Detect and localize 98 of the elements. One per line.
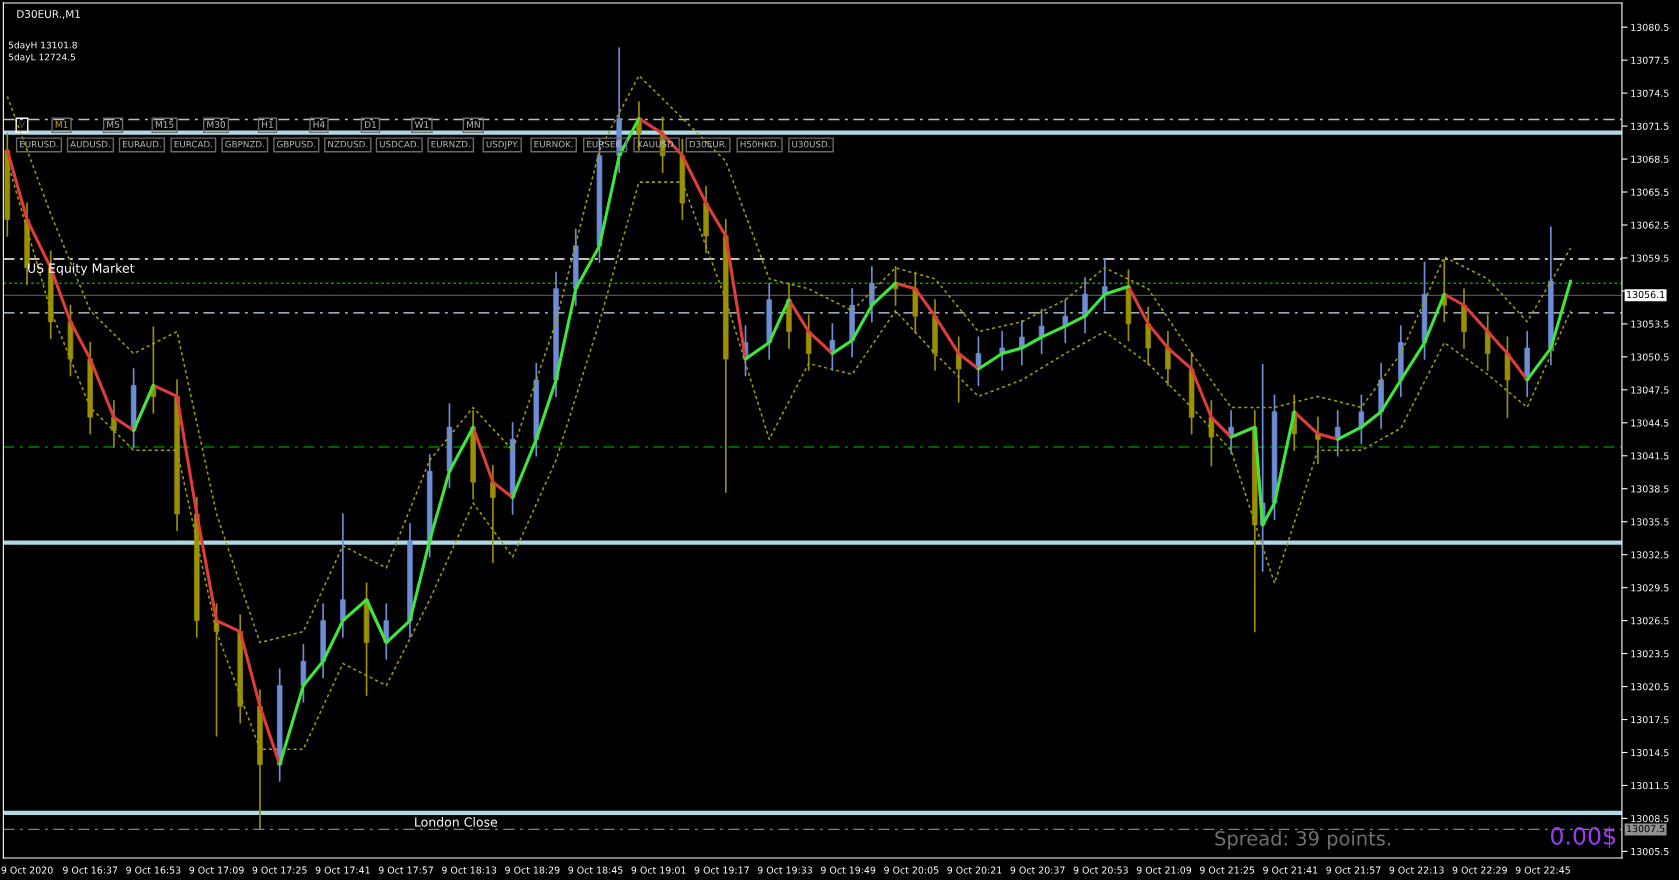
candlestick: [999, 330, 1005, 371]
y-tick-label: 13071.5: [1631, 122, 1669, 130]
annotation: D1: [364, 121, 376, 128]
annotation: EURNZD.: [431, 140, 470, 148]
annotation: 5dayL 12724.5: [8, 53, 76, 63]
candlestick: [1038, 308, 1045, 355]
annotation: EURCAD.: [174, 140, 213, 148]
annotation: EURUSD.: [20, 140, 58, 148]
candlestick: [869, 265, 875, 323]
x-tick-label: 9 Oct 20:05: [884, 866, 939, 874]
y-tick-label: 13059.5: [1631, 254, 1669, 262]
annotation: USDJPY.: [486, 140, 518, 150]
y-tick-label: 13014.5: [1631, 749, 1669, 757]
y-tick-label: 13026.5: [1631, 617, 1669, 625]
x-tick-label: 9 Oct 21:25: [1199, 866, 1255, 874]
candlestick: [955, 336, 962, 403]
candlestick: [1082, 276, 1088, 334]
annotation: H50HKD.: [740, 140, 779, 148]
annotation: GBPUSD.: [277, 140, 316, 148]
x-tick-label: 9 Oct 22:13: [1389, 866, 1444, 874]
y-tick-label: 13032.5: [1631, 551, 1669, 559]
candlestick: [1165, 330, 1171, 387]
y-tick-label: 13065.5: [1631, 188, 1669, 196]
y-tick-label: 13029.5: [1631, 584, 1669, 592]
annotation: H4: [313, 121, 325, 128]
annotation: H1: [262, 121, 273, 128]
x-tick-label: 9 Oct 18:13: [442, 866, 497, 874]
annotation: M30: [207, 121, 226, 128]
text: D30EUR.,M1: [17, 10, 80, 19]
annotation: USDCAD.: [379, 140, 419, 148]
annotation: GBPNZD.: [225, 140, 264, 148]
y-tick-label: 13017.5: [1631, 716, 1669, 724]
y-tick-label: 13005.5: [1631, 847, 1669, 856]
annotation: London Close: [415, 817, 498, 827]
annotation: MN: [467, 121, 480, 128]
annotation: U30USD.: [792, 140, 830, 148]
annotation: AUDUSD.: [70, 140, 110, 148]
line-series: [6, 74, 1572, 644]
x-tick-label: 9 Oct 18:29: [505, 866, 560, 874]
y-tick-label: 13038.5: [1631, 485, 1669, 493]
x-tick-label: 9 Oct 19:49: [820, 866, 876, 874]
y-tick-label: 13020.5: [1631, 683, 1669, 691]
y-tick-label: 13008.5: [1631, 815, 1669, 823]
annotation: EURAUD.: [122, 140, 161, 148]
x-tick-label: 9 Oct 19:01: [631, 866, 686, 874]
y-tick-label: 13080.5: [1631, 23, 1669, 31]
x-tick-label: 9 Oct 16:37: [63, 866, 118, 874]
x-tick-label: 9 Oct 2020: [1, 866, 53, 874]
candlestick: [1484, 314, 1491, 371]
x-tick-label: 9 Oct 21:09: [1136, 866, 1192, 874]
candlestick: [975, 336, 982, 387]
candlestick: [1358, 394, 1365, 445]
annotation: 0.00$: [1551, 826, 1616, 849]
x-tick-label: 9 Oct 21:41: [1263, 866, 1318, 874]
y-tick-label: 13023.5: [1631, 650, 1669, 658]
x-tick-label: 9 Oct 22:45: [1515, 866, 1570, 874]
ref-line-label: 13007.5: [1627, 825, 1665, 833]
x-tick-label: 9 Oct 17:57: [378, 866, 433, 874]
y-tick-label: 13053.5: [1631, 320, 1669, 328]
candlestick: [1208, 399, 1215, 467]
x-tick-label: 9 Oct 18:45: [568, 866, 623, 874]
x-tick-label: 9 Oct 17:25: [252, 866, 307, 874]
y-tick-label: 13074.5: [1631, 89, 1669, 97]
annotation: M1: [55, 121, 68, 128]
y-tick-label: 13035.5: [1631, 518, 1669, 526]
candlestick: [805, 314, 812, 371]
y-tick-label: 13047.5: [1631, 386, 1669, 394]
x-tick-label: 9 Oct 21:57: [1326, 866, 1381, 874]
y-tick-label: 13068.5: [1631, 155, 1669, 163]
annotation: M15: [155, 121, 174, 128]
annotation: Spread: 39 points.: [1215, 830, 1390, 850]
x-tick-label: 9 Oct 16:53: [126, 866, 181, 874]
x-tick-label: 9 Oct 20:53: [1073, 866, 1128, 874]
y-tick-label: 13011.5: [1631, 782, 1669, 790]
y-tick-label: 13062.5: [1631, 221, 1669, 229]
candlestick: [340, 513, 346, 638]
annotation: W1: [414, 121, 429, 128]
x-tick-label: 9 Oct 20:21: [947, 866, 1002, 874]
candlestick: [1019, 319, 1025, 366]
annotation: 5dayH 13101.8: [8, 41, 77, 51]
x-tick-label: 9 Oct 17:09: [189, 866, 244, 874]
x-tick-label: 9 Oct 22:29: [1452, 866, 1507, 874]
annotation: EURNOK.: [534, 140, 573, 148]
candlestick: [490, 464, 496, 564]
ref-line-label: 13056.1: [1627, 290, 1665, 299]
x-tick-label: 9 Oct 19:33: [757, 866, 813, 874]
candlestick: [111, 399, 117, 448]
y-tick-label: 13050.5: [1631, 353, 1669, 361]
y-tick-label: 13044.5: [1631, 419, 1669, 427]
annotation: V: [18, 121, 25, 128]
annotation: M5: [107, 121, 120, 128]
y-tick-label: 13077.5: [1631, 56, 1669, 64]
x-tick-label: 9 Oct 17:41: [315, 866, 370, 874]
annotation: NZDUSD.: [328, 140, 368, 148]
annotation: D30EUR.: [689, 140, 727, 148]
y-tick-label: 13041.5: [1631, 452, 1669, 460]
x-tick-label: 9 Oct 19:17: [694, 866, 749, 874]
x-tick-label: 9 Oct 20:37: [1010, 866, 1065, 874]
